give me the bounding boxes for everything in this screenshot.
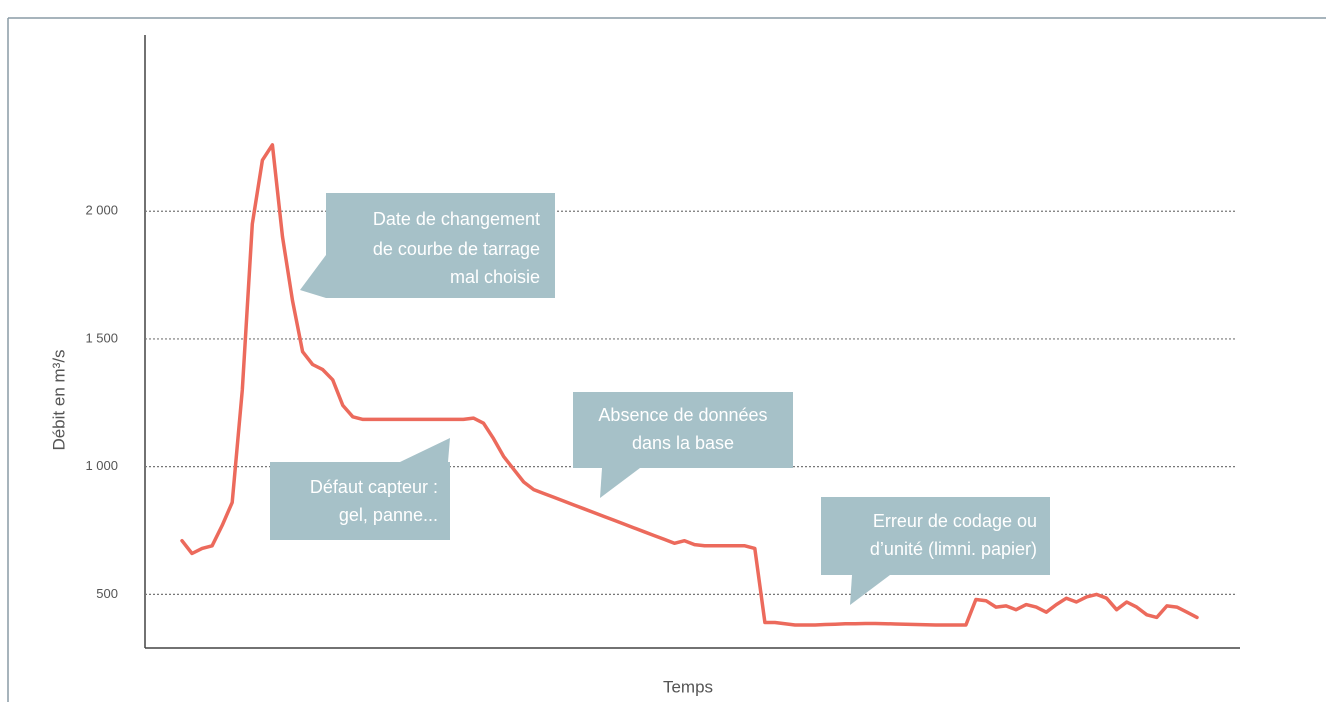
callout-box (270, 462, 450, 540)
y-tick-label: 500 (96, 586, 118, 601)
callout-box (573, 392, 793, 468)
callout-text: mal choisie (450, 267, 540, 287)
callout: Date de changement de courbe de tarrage … (300, 193, 555, 298)
callout: Absence de données dans la base (573, 392, 793, 498)
data-line (180, 143, 1199, 627)
callout-text: Erreur de codage ou (873, 511, 1037, 531)
callout-tail (850, 575, 890, 605)
callout-box (821, 497, 1050, 575)
y-tick-label: 2 000 (85, 203, 118, 218)
callout-text: gel, panne... (339, 505, 438, 525)
y-tick-label: 1 000 (85, 458, 118, 473)
callout-text: d’unité (limni. papier) (870, 539, 1037, 559)
callout-box (326, 193, 555, 298)
callout: Défaut capteur : gel, panne... (270, 438, 450, 540)
callout: Erreur de codage ou d’unité (limni. papi… (821, 497, 1050, 605)
callout-text: Absence de données (598, 405, 767, 425)
x-axis-label: Temps (663, 677, 713, 696)
callout-tail (400, 438, 450, 462)
callout-text: dans la base (632, 433, 734, 453)
callout-text: Défaut capteur : (310, 477, 438, 497)
callout-text: Date de changement (373, 209, 540, 229)
callout-text: de courbe de tarrage (373, 239, 540, 259)
callout-tail (600, 468, 640, 498)
y-axis-label: Débit en m³/s (49, 349, 68, 450)
plot (180, 143, 1199, 627)
y-tick-label: 1 500 (85, 330, 118, 345)
callout-tail (300, 255, 326, 298)
